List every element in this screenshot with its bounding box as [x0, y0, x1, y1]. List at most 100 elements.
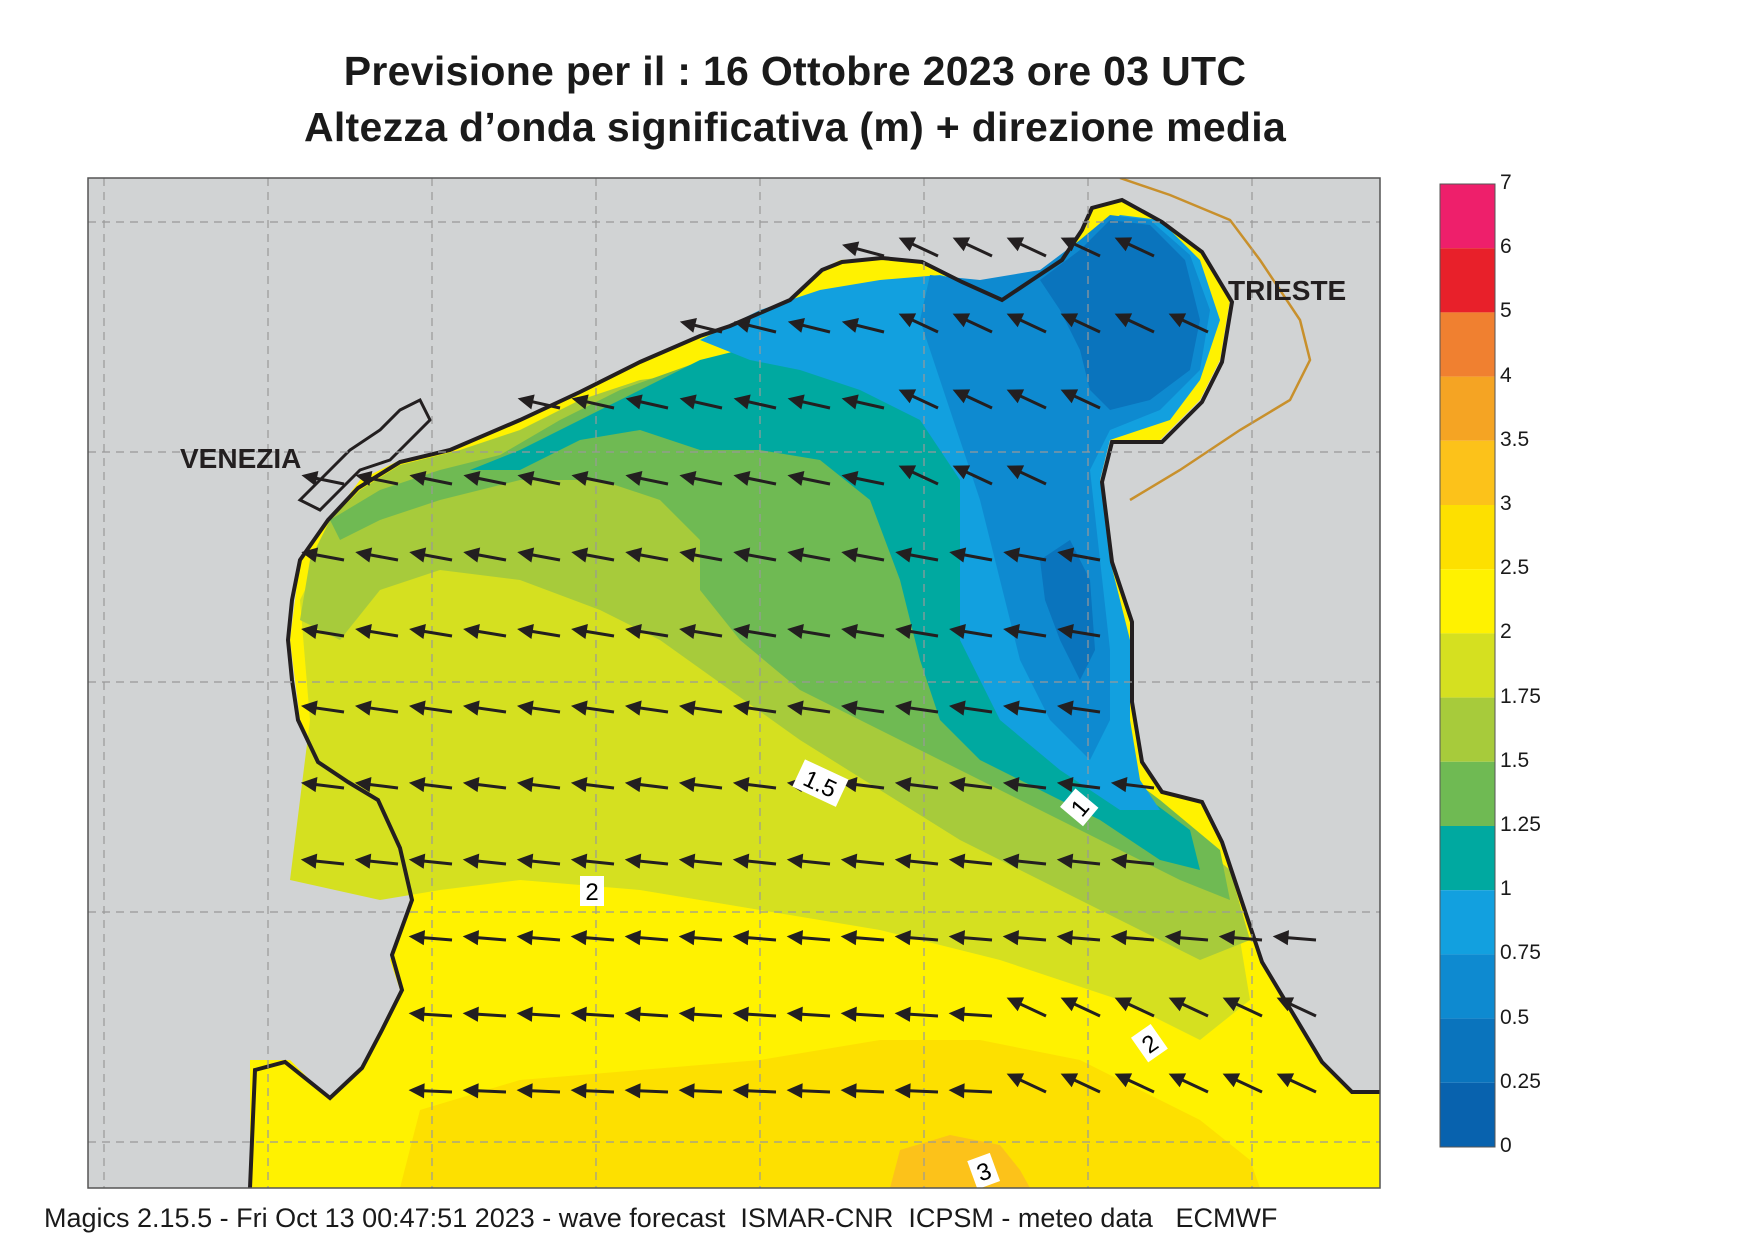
legend-label: 1.5 — [1500, 748, 1530, 772]
wave-arrow-head — [840, 700, 858, 716]
wave-arrow-head — [354, 853, 372, 869]
wave-arrow-head — [733, 624, 750, 640]
wave-arrow-head — [517, 547, 535, 563]
wave-arrow-head — [1056, 930, 1074, 946]
legend-label: 3 — [1500, 492, 1512, 515]
wave-arrow-head — [898, 389, 917, 404]
wave-arrow-head — [898, 237, 917, 252]
wave-arrow-head — [1168, 313, 1187, 328]
wave-arrow-head — [516, 777, 534, 793]
wave-arrow-head — [516, 700, 534, 716]
legend-label: 7 — [1500, 171, 1512, 194]
wave-arrow-head — [948, 1083, 965, 1099]
wave-arrow-head — [732, 700, 750, 716]
contour-label-3: 3 — [967, 1152, 1001, 1188]
legend-swatch — [1440, 954, 1495, 1019]
wave-arrow-head — [1002, 700, 1020, 716]
wave-arrow-head — [516, 853, 534, 869]
legend-swatch — [1440, 569, 1495, 634]
wave-arrow-head — [732, 930, 750, 946]
wave-arrow-head — [624, 1083, 641, 1099]
wave-arrow-head — [1222, 997, 1241, 1012]
legend-swatch — [1440, 697, 1495, 762]
wave-arrow-head — [733, 394, 751, 410]
wave-arrow-head — [948, 930, 966, 946]
wave-arrow-head — [840, 1083, 857, 1099]
wave-arrow-head — [570, 1006, 587, 1022]
wave-arrow-head — [894, 700, 912, 716]
wave-arrow-head — [1114, 237, 1133, 252]
wave-arrow-head — [625, 624, 642, 640]
wave-arrow-head — [1164, 930, 1182, 946]
wave-arrow-head — [463, 547, 481, 563]
wave-arrow-head — [570, 700, 588, 716]
wave-arrow-head — [733, 470, 751, 486]
wave-arrow-head — [625, 394, 643, 410]
wave-arrow-head — [408, 1006, 425, 1022]
wave-arrow-head — [786, 930, 804, 946]
wave-arrow-head — [732, 1083, 749, 1099]
legend-label: 2.5 — [1500, 556, 1530, 580]
legend-label: 1 — [1500, 877, 1512, 901]
wave-arrow-head — [301, 547, 319, 563]
wave-arrow-head — [952, 465, 971, 480]
wave-arrow-head — [787, 394, 805, 410]
wave-arrow-head — [895, 547, 913, 563]
legend-label: 6 — [1500, 235, 1512, 259]
wave-arrow-head — [1056, 700, 1074, 716]
wave-arrow-head — [894, 930, 912, 946]
wave-arrow-head — [1276, 997, 1295, 1012]
wave-arrow-head — [841, 624, 858, 640]
wave-arrow-head — [894, 853, 912, 869]
wave-arrow-head — [678, 1083, 695, 1099]
wave-arrow-head — [1003, 547, 1021, 563]
wave-arrow-head — [624, 853, 642, 869]
wave-arrow-head — [840, 853, 858, 869]
wave-arrow-head — [1060, 389, 1079, 404]
wave-arrow-head — [948, 777, 966, 793]
wave-arrow-head — [948, 700, 966, 716]
wave-arrow-head — [1060, 313, 1079, 328]
wave-arrow-head — [787, 547, 805, 563]
legend-swatch — [1440, 440, 1495, 505]
wave-arrow-head — [1002, 777, 1020, 793]
wave-arrow-head — [517, 394, 535, 410]
wave-zone-0.25-0.5-east — [1040, 540, 1095, 680]
wave-arrow-head — [1002, 930, 1020, 946]
wave-arrow-head — [516, 1083, 533, 1099]
wave-arrow-head — [678, 853, 696, 869]
wave-arrow-head — [1060, 1073, 1079, 1088]
wave-arrow-head — [300, 853, 318, 869]
wave-arrow-head — [463, 470, 481, 486]
wave-arrow-head — [409, 624, 426, 640]
wave-arrow-head — [679, 547, 697, 563]
wave-arrow-head — [624, 777, 642, 793]
wave-arrow-head — [841, 547, 859, 563]
wave-arrow-head — [571, 547, 589, 563]
legend-swatch — [1440, 633, 1495, 698]
wave-arrow-head — [1060, 237, 1079, 252]
wave-arrow-head — [624, 1006, 641, 1022]
legend-swatch — [1440, 1082, 1495, 1147]
wave-arrow-head — [462, 1083, 479, 1099]
wave-arrow-head — [1006, 313, 1025, 328]
wave-arrow-head — [841, 394, 859, 410]
map-area: 1.5 1 2 2 3 — [88, 178, 1380, 1188]
map-subtitle: Altezza d’onda significativa (m) + direz… — [303, 104, 1287, 150]
wave-arrow-head — [733, 547, 751, 563]
wave-arrow-head — [355, 624, 372, 640]
wave-arrow-head — [408, 777, 426, 793]
wave-arrow-head — [1057, 624, 1074, 640]
wave-arrow-head — [952, 237, 971, 252]
wave-zone-2.5-3 — [400, 1040, 1260, 1188]
wave-arrow-head — [1110, 930, 1128, 946]
wave-arrow-head — [517, 624, 534, 640]
wave-arrow-head — [570, 930, 588, 946]
map-title: Previsione per il : 16 Ottobre 2023 ore … — [343, 48, 1247, 94]
legend-swatch — [1440, 312, 1495, 377]
wave-arrow-head — [570, 777, 588, 793]
legend-swatch — [1440, 826, 1495, 891]
graticule — [88, 178, 1380, 1188]
wave-arrow-head — [841, 317, 859, 333]
